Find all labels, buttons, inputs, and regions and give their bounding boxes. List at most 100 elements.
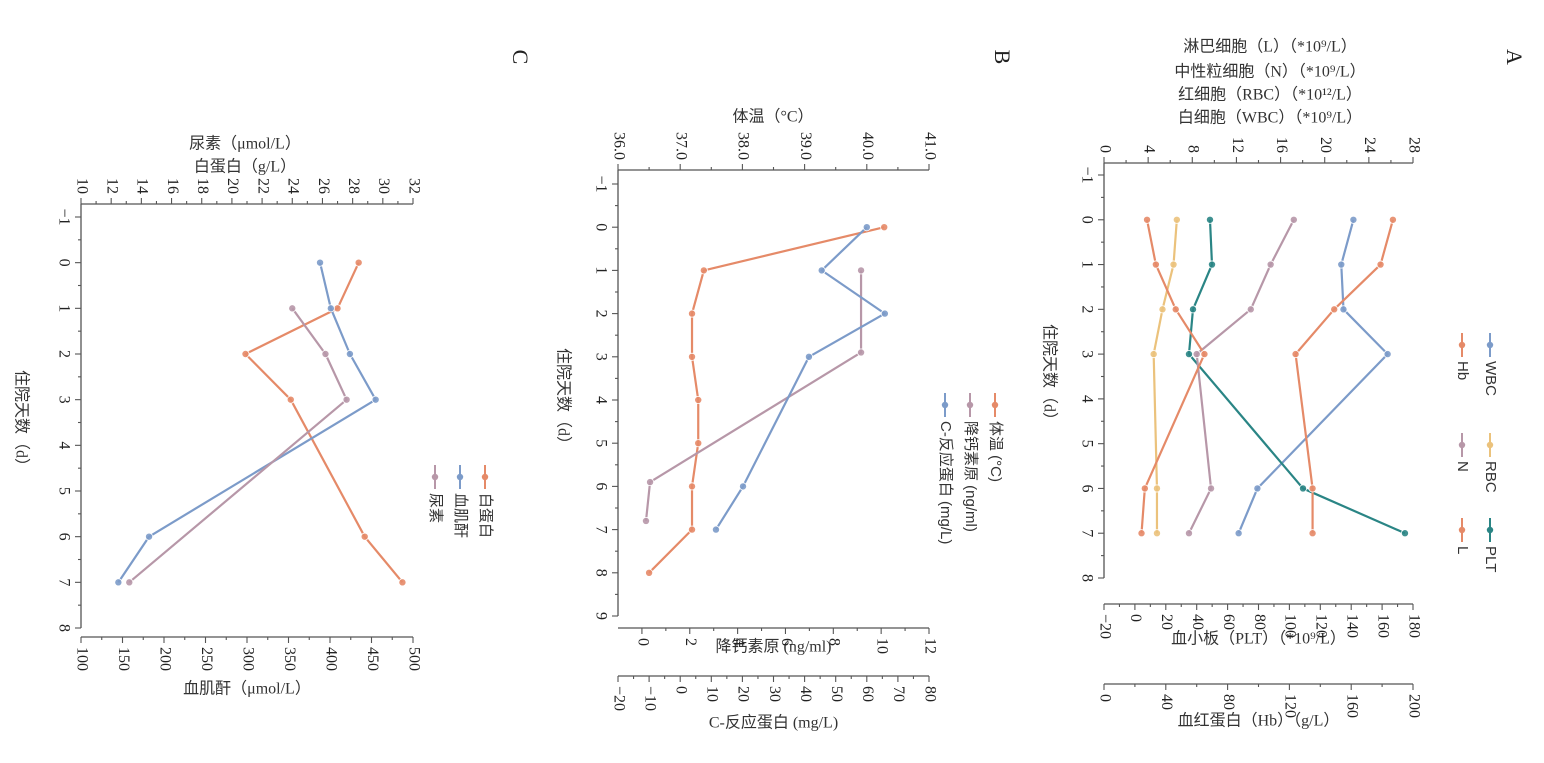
legend xyxy=(431,465,489,489)
top-axis-title: 淋巴细胞（L）（*10⁹/L） xyxy=(1183,38,1357,56)
data-point xyxy=(1349,215,1358,224)
day-tick-label: 5 xyxy=(592,439,609,447)
series-L xyxy=(1137,215,1209,538)
data-point xyxy=(1137,529,1146,538)
bottom-tick-label: 12 xyxy=(921,638,938,654)
data-point xyxy=(694,395,703,404)
day-tick-label: 4 xyxy=(592,396,609,404)
top-tick-label: 4 xyxy=(1140,145,1157,153)
bottom-tick-label: 300 xyxy=(239,647,256,671)
data-point xyxy=(1339,305,1348,314)
legend-label: RBC xyxy=(1482,461,1499,493)
top-tick-label: 40.0 xyxy=(859,132,876,160)
day-tick-label: 3 xyxy=(592,353,609,361)
bottom-tick-label: 70 xyxy=(890,686,907,702)
bottom-tick-label: 60 xyxy=(859,686,876,702)
series-line xyxy=(1140,219,1206,534)
top-tick-label: 41.0 xyxy=(921,132,938,160)
data-point xyxy=(1151,260,1160,269)
series-line xyxy=(1187,219,1295,534)
bottom-tick-label: 80 xyxy=(1251,614,1268,630)
bottom-tick-label: 0 xyxy=(1127,614,1144,622)
bottom-tick-label: 160 xyxy=(1374,614,1391,638)
data-point xyxy=(326,304,335,313)
top-tick-label: 30 xyxy=(375,178,392,194)
day-tick-label: 7 xyxy=(55,578,72,586)
series-白蛋白 xyxy=(241,258,407,587)
bottom-tick-label: 140 xyxy=(1344,614,1361,638)
data-point xyxy=(641,516,650,525)
bottom-tick-label: 400 xyxy=(322,647,339,671)
legend-marker xyxy=(1458,441,1466,449)
legend-marker xyxy=(1486,526,1494,534)
data-point xyxy=(1330,305,1339,314)
legend-marker xyxy=(481,473,489,481)
day-tick-label: 7 xyxy=(1078,529,1095,537)
data-point xyxy=(1308,529,1317,538)
data-point xyxy=(1308,484,1317,493)
data-point xyxy=(1171,305,1180,314)
series-line xyxy=(244,262,404,584)
data-point xyxy=(1207,484,1216,493)
data-point xyxy=(1184,529,1193,538)
series-Hb xyxy=(1291,215,1397,538)
data-point xyxy=(371,395,380,404)
data-point xyxy=(241,349,250,358)
day-tick-label: 6 xyxy=(592,482,609,490)
bottom-tick-label: 50 xyxy=(828,686,845,702)
day-tick-label: 4 xyxy=(55,441,72,449)
legend-label: 尿素 xyxy=(427,493,444,523)
day-tick-label: 0 xyxy=(1078,216,1095,224)
data-point xyxy=(1149,350,1158,359)
legend-label: PLT xyxy=(1482,546,1499,572)
bottom-tick-label: 6 xyxy=(778,638,795,646)
data-point xyxy=(688,352,697,361)
top-tick-label: 24 xyxy=(285,178,302,194)
day-tick-label: 3 xyxy=(1078,350,1095,358)
data-point xyxy=(145,532,154,541)
data-point xyxy=(1192,350,1201,359)
data-point xyxy=(1140,484,1149,493)
bottom-axis-title: 血红蛋白（Hb）（g/L） xyxy=(1178,712,1340,730)
top-axis-title: 尿素（μmol/L） xyxy=(189,135,301,153)
day-tick-label: 6 xyxy=(1078,484,1095,492)
day-tick-label: 1 xyxy=(1078,261,1095,269)
data-point xyxy=(694,439,703,448)
data-point xyxy=(1289,215,1298,224)
legend-marker xyxy=(1486,441,1494,449)
bottom-tick-label: −10 xyxy=(641,686,658,711)
top-tick-label: 18 xyxy=(194,178,211,194)
data-point xyxy=(288,304,297,313)
top-tick-label: 14 xyxy=(134,178,151,194)
data-point xyxy=(739,482,748,491)
data-point xyxy=(1207,260,1216,269)
data-point xyxy=(1337,260,1346,269)
data-point xyxy=(1152,484,1161,493)
bottom-tick-label: 150 xyxy=(115,647,132,671)
day-tick-label: 9 xyxy=(592,612,609,620)
bottom-tick-label: −20 xyxy=(1096,614,1113,639)
bottom-tick-label: 20 xyxy=(1158,614,1175,630)
bottom-axis-title: 血肌酐（μmol/L） xyxy=(183,680,311,698)
day-tick-label: 4 xyxy=(1078,395,1095,403)
day-axis-label: 住院天数（d） xyxy=(1040,324,1058,428)
bottom-tick-label: 120 xyxy=(1282,694,1299,718)
data-point xyxy=(1172,215,1181,224)
data-point xyxy=(1143,215,1152,224)
bottom-tick-label: 0 xyxy=(1096,694,1113,702)
bottom-tick-label: 40 xyxy=(1158,694,1175,710)
day-axis-label: 住院天数（d） xyxy=(12,370,30,474)
legend-marker xyxy=(966,401,974,409)
top-tick-label: 28 xyxy=(1405,137,1422,153)
day-tick-label: 0 xyxy=(55,259,72,267)
data-point xyxy=(1152,529,1161,538)
panel-b: 体温（°C） 降钙素原 (ng/ml) C-反应蛋白 (mg/L) xyxy=(612,108,999,732)
data-point xyxy=(398,578,407,587)
top-tick-label: 36.0 xyxy=(610,132,627,160)
data-point xyxy=(857,348,866,357)
top-axis-title: 白蛋白（g/L） xyxy=(194,158,296,176)
legend-marker xyxy=(1458,341,1466,349)
day-tick-label: 3 xyxy=(55,396,72,404)
data-point xyxy=(646,478,655,487)
top-tick-label: 8 xyxy=(1185,145,1202,153)
